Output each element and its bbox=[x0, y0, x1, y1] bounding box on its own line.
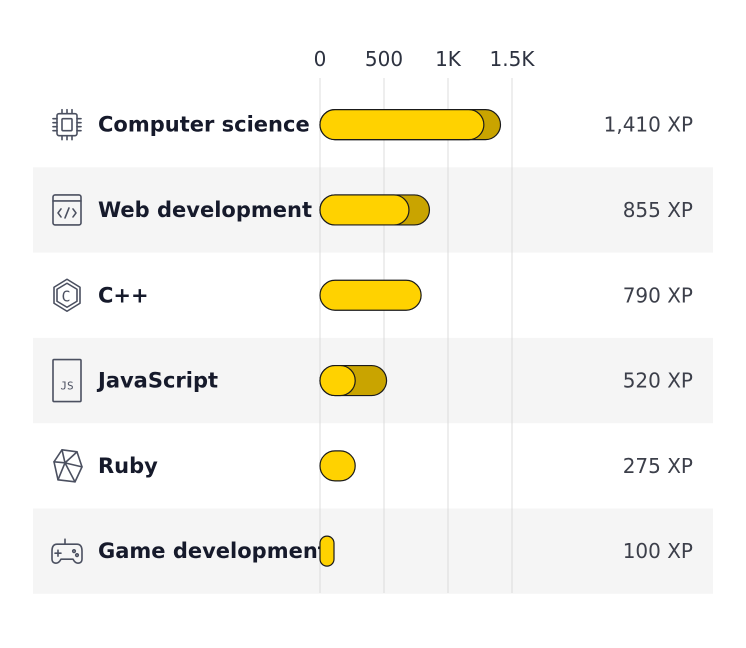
bar-segment bbox=[319, 535, 335, 567]
value-label: 790 XP bbox=[623, 283, 693, 307]
bar-segment bbox=[319, 279, 422, 311]
category-label: Game development bbox=[98, 539, 328, 563]
gamepad-icon bbox=[51, 538, 83, 564]
bar-ruby bbox=[319, 450, 356, 482]
value-label: 855 XP bbox=[623, 198, 693, 222]
value-label: 100 XP bbox=[623, 539, 693, 563]
x-tick-label: 500 bbox=[365, 47, 403, 71]
svg-text:JS: JS bbox=[60, 380, 73, 393]
category-label: JavaScript bbox=[96, 369, 218, 393]
category-label: Computer science bbox=[98, 113, 310, 137]
bar-javascript bbox=[319, 364, 388, 397]
bar-segment bbox=[319, 194, 410, 226]
bar-web-development bbox=[319, 194, 431, 226]
x-tick-label: 0 bbox=[314, 47, 327, 71]
bar-c- bbox=[319, 279, 422, 311]
value-label: 1,410 XP bbox=[604, 113, 693, 137]
ruby-gem-icon bbox=[53, 449, 83, 483]
x-tick-label: 1.5K bbox=[490, 47, 536, 71]
cpp-hexagon-icon: C bbox=[53, 278, 81, 313]
value-label: 275 XP bbox=[623, 454, 693, 478]
row-background bbox=[33, 508, 713, 594]
x-tick-label: 1K bbox=[435, 47, 462, 71]
value-label: 520 XP bbox=[623, 369, 693, 393]
js-file-icon: JS bbox=[52, 358, 82, 403]
svg-text:C: C bbox=[61, 287, 70, 305]
bar-game-development bbox=[319, 535, 335, 567]
bar-segment bbox=[319, 450, 356, 482]
category-label: C++ bbox=[98, 283, 149, 307]
bar-segment bbox=[319, 364, 356, 397]
category-label: Web development bbox=[98, 198, 312, 222]
chip-icon bbox=[52, 108, 82, 141]
category-label: Ruby bbox=[98, 454, 158, 478]
bar-computer-science bbox=[319, 109, 502, 141]
code-window-icon bbox=[52, 194, 82, 226]
bar-segment bbox=[319, 109, 485, 141]
